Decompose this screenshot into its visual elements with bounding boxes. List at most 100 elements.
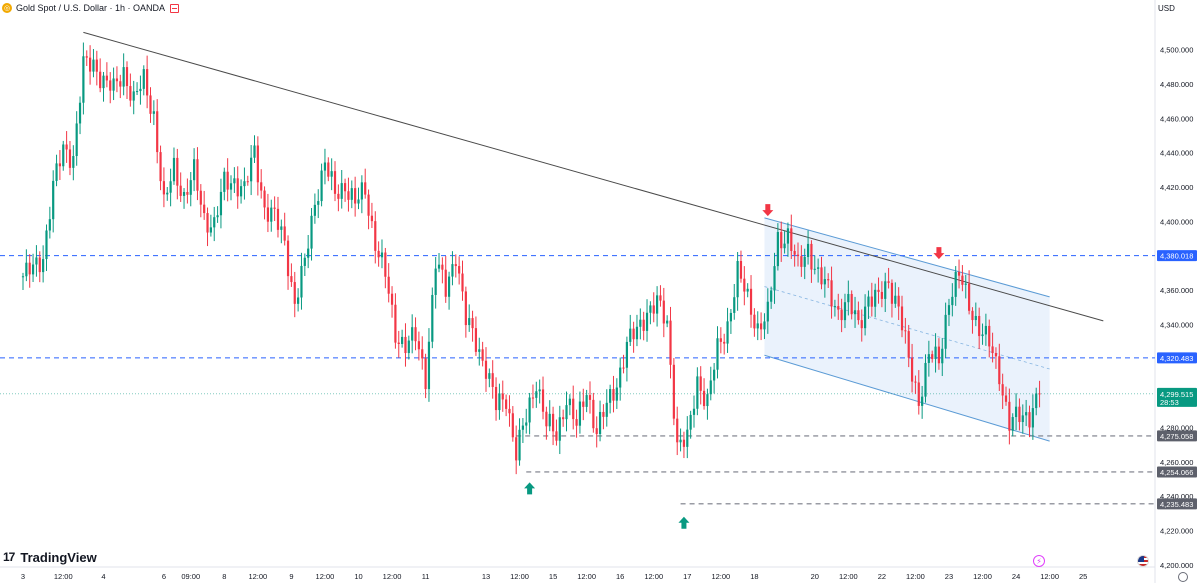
candle-body-203 [702,390,706,407]
candle-body-77 [280,226,283,230]
candle-body-251 [864,306,867,329]
candle-body-207 [716,338,719,370]
x-tick-label: 12:00 [711,572,730,581]
level-tag-0 [1157,250,1197,262]
candle-body-158 [551,413,555,432]
candle-body-188 [652,305,655,314]
y-tick-label: 4,440.000 [1160,149,1193,158]
candle-body-16 [75,123,78,157]
x-tick-label: 24 [1012,572,1020,581]
candle-body-211 [729,312,733,322]
candle-body-10 [55,163,58,181]
candle-body-18 [82,56,85,103]
candle-body-108 [384,252,387,277]
candle-body-262 [900,306,904,331]
candle-body-100 [357,199,360,204]
candle-body-228 [786,228,790,244]
candle-body-116 [411,327,414,341]
candle-body-62 [229,183,233,190]
candle-body-259 [890,282,894,304]
candle-body-270 [927,354,930,363]
candle-body-30 [122,67,125,87]
candle-body-81 [293,282,296,304]
candle-body-135 [474,328,478,352]
candle-body-253 [870,296,873,307]
candle-body-273 [937,346,941,364]
candle-body-287 [984,325,987,335]
candle-body-152 [531,397,535,399]
candle-body-78 [283,226,286,241]
trend-line [83,31,1104,322]
candle-body-191 [662,300,665,324]
candle-body-219 [756,323,759,329]
candle-body-217 [749,288,753,315]
candle-body-19 [85,56,88,58]
x-tick-label: 25 [1079,572,1087,581]
x-tick-label: 17 [683,572,691,581]
candle-body-177 [615,387,618,401]
candle-body-176 [612,389,615,401]
x-tick-label: 12:00 [906,572,925,581]
candle-body-114 [404,336,407,354]
candle-body-170 [592,399,595,429]
candle-body-103 [367,194,370,216]
symbol-title[interactable]: Gold Spot / U.S. Dollar · 1h · OANDA [16,3,166,13]
candle-body-245 [843,302,847,321]
candle-body-149 [521,425,524,430]
candle-body-162 [565,405,568,420]
candle-body-51 [193,159,196,181]
us-flag-icon[interactable] [1137,555,1149,567]
candle-body-33 [132,91,135,101]
candle-body-239 [823,279,826,285]
candle-body-300 [1028,412,1031,428]
x-tick-label: 13 [482,572,490,581]
candle-body-82 [297,297,300,304]
candle-body-297 [1018,406,1021,423]
candle-body-90 [323,162,327,171]
candle-body-8 [48,219,51,231]
x-tick-label: 12:00 [316,572,335,581]
candle-body-110 [390,293,394,305]
candle-body-144 [505,399,508,409]
candle-body-150 [525,422,528,426]
currency-label[interactable]: USD [1158,3,1175,13]
y-tick-label: 4,220.000 [1160,526,1193,535]
candle-body-3 [31,264,35,275]
candle-body-263 [904,330,907,332]
candle-body-264 [907,331,910,358]
candle-body-175 [609,389,612,403]
x-tick-label: 3 [21,572,25,581]
candle-body-222 [766,301,769,322]
candle-body-32 [129,86,132,101]
candle-body-161 [562,417,565,420]
candle-body-250 [860,320,863,329]
candle-body-83 [300,265,303,298]
channel-area [764,217,1050,442]
candle-body-61 [226,171,229,190]
candle-body-223 [770,290,773,302]
candle-body-260 [894,295,897,304]
candle-body-50 [189,180,192,195]
candle-body-146 [511,413,514,438]
candle-body-74 [270,207,273,222]
candle-body-218 [753,314,756,329]
candle-body-163 [568,398,571,406]
candle-body-14 [68,149,72,168]
lightning-icon[interactable]: ⚡ [1033,555,1045,567]
candle-body-87 [313,204,316,216]
candle-body-2 [28,262,31,275]
candle-body-289 [991,346,994,354]
gear-icon[interactable] [1178,572,1188,582]
alert-flag-icon[interactable] [170,3,180,13]
x-tick-label: 10 [354,572,362,581]
candle-body-23 [99,71,102,89]
candle-body-295 [1011,417,1014,431]
candle-body-15 [72,156,75,168]
candle-body-117 [414,327,417,342]
level-tag-2 [1157,430,1197,442]
candle-body-138 [484,360,488,379]
channel-mid [764,286,1050,370]
x-tick-label: 09:00 [181,572,200,581]
candle-body-106 [377,250,380,258]
